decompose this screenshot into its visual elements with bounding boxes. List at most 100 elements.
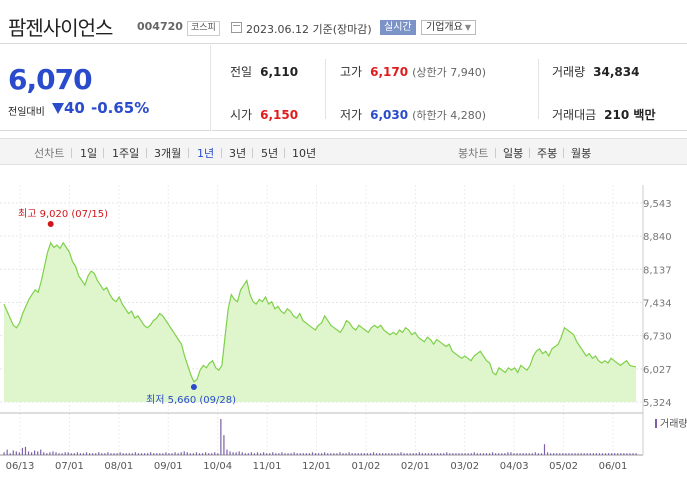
volume-bar	[595, 453, 598, 455]
volume-bar	[122, 453, 124, 455]
volume-bar	[52, 451, 54, 455]
tab-3y[interactable]: 3년	[229, 147, 247, 160]
volume-bar	[177, 453, 179, 455]
volume-bar	[82, 453, 85, 455]
volume-bar	[79, 453, 82, 455]
stock-header: 팜젠사이언스 004720 코스피 2023.06.12 기준(장마감) 실시간…	[0, 0, 687, 44]
tab-3m[interactable]: 3개월	[154, 147, 182, 160]
tab-1y[interactable]: 1년	[197, 147, 215, 160]
volume-bar	[146, 453, 149, 455]
y-tick-label: 8,840	[643, 232, 672, 243]
volume-bar	[317, 453, 320, 455]
tab-5y[interactable]: 5년	[261, 147, 279, 160]
volume-bar	[293, 452, 295, 455]
volume-bar	[321, 453, 323, 455]
volume-bar	[513, 453, 515, 455]
volume-bar	[522, 453, 524, 455]
x-tick-label: 05/02	[549, 461, 578, 472]
volume-bar	[201, 453, 204, 455]
volume-bar	[430, 453, 433, 455]
volume-bar	[250, 452, 253, 455]
volume-bar	[568, 453, 570, 455]
volume-bar	[174, 452, 176, 455]
x-axis-labels: 06/13 07/01 08/01 09/01 10/04 11/01 12/01 01/02…	[6, 461, 628, 472]
volume-bar	[403, 453, 405, 455]
company-info-dropdown[interactable]: 기업개요 ▼	[421, 20, 476, 35]
volume-bar	[192, 453, 194, 455]
volume-bar	[287, 453, 289, 455]
volume-bar	[238, 451, 240, 455]
volume-bar	[156, 453, 158, 455]
y-axis-labels: 9,543 8,840 8,137 7,434 6,730 6,027 5,324	[643, 199, 672, 409]
volume-bar	[424, 453, 427, 455]
volume-bar	[495, 453, 497, 455]
volume-bar	[290, 453, 292, 455]
volume-bar	[388, 453, 390, 455]
y-tick-label: 7,434	[643, 299, 672, 310]
divider	[188, 148, 189, 158]
volume-bar	[284, 453, 286, 455]
volume-bar	[119, 452, 121, 455]
volume-bar	[259, 453, 262, 455]
volume-bar	[421, 453, 423, 455]
x-tick-label: 10/04	[203, 461, 232, 472]
volume-bar	[217, 453, 219, 455]
change-percent: -0.65%	[91, 99, 150, 117]
x-tick-label: 08/01	[104, 461, 133, 472]
realtime-button[interactable]: 실시간	[380, 20, 416, 35]
divider	[146, 148, 147, 158]
volume-bar	[205, 452, 207, 455]
volume-bar	[467, 453, 469, 455]
volume-bar	[452, 453, 454, 455]
volume-bar	[342, 453, 344, 455]
down-arrow-icon	[52, 103, 64, 114]
volume-bar	[143, 453, 146, 455]
change-value: 40	[64, 99, 85, 117]
volume-bar	[482, 453, 485, 455]
volume-bar	[531, 453, 533, 455]
x-tick-label: 06/01	[599, 461, 628, 472]
volume-bar	[153, 453, 155, 455]
x-tick-label: 01/02	[352, 461, 381, 472]
volume-bar	[43, 452, 45, 455]
tab-1d[interactable]: 1일	[80, 147, 98, 160]
volume-bar	[92, 453, 94, 455]
x-grid	[19, 185, 614, 455]
divider	[71, 148, 72, 158]
tab-10y[interactable]: 10년	[292, 147, 317, 160]
volume-bar	[583, 453, 585, 455]
volume-bar	[369, 453, 372, 455]
volume-bar	[592, 453, 594, 455]
x-tick-label: 09/01	[154, 461, 183, 472]
volume-bar	[537, 453, 539, 455]
volume-bar	[449, 453, 451, 455]
volume-bar	[15, 451, 17, 455]
amount-label: 거래대금	[552, 108, 597, 122]
x-tick-label: 07/01	[55, 461, 84, 472]
volume-bar	[464, 453, 466, 455]
x-tick-label: 03/02	[450, 461, 479, 472]
prev-close-value: 6,110	[260, 65, 299, 79]
chevron-down-icon: ▼	[464, 23, 471, 32]
low-value: 6,030	[370, 108, 409, 122]
company-info-label: 기업개요	[426, 22, 463, 33]
volume-bar	[30, 452, 33, 455]
high-marker	[47, 221, 54, 227]
volume-bar	[73, 453, 75, 455]
low-annotation: 최저 5,660 (09/28)	[146, 394, 236, 406]
volume-bar	[223, 435, 225, 455]
volume-bar	[110, 453, 112, 455]
volume-bar	[40, 449, 42, 455]
volume-bar	[415, 453, 417, 455]
tab-daily[interactable]: 일봉	[503, 147, 524, 160]
volume-bar	[372, 452, 375, 455]
upper-limit: (상한가 7,940)	[412, 66, 486, 79]
divider	[103, 148, 104, 158]
tab-monthly[interactable]: 월봉	[571, 147, 592, 160]
volume-bar	[586, 453, 588, 455]
volume-bar	[571, 453, 573, 455]
volume-bar	[195, 452, 198, 455]
volume-bar	[562, 453, 564, 455]
tab-1w[interactable]: 1주일	[112, 147, 140, 160]
tab-weekly[interactable]: 주봉	[537, 147, 558, 160]
